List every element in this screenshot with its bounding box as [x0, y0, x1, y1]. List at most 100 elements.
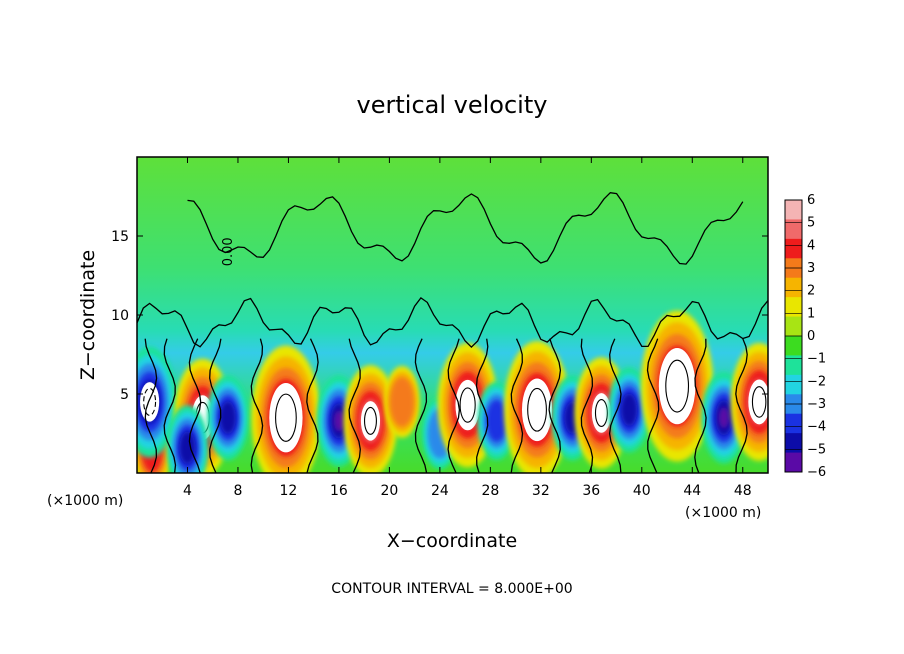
- field-band: [621, 393, 638, 427]
- x-axis-label: X−coordinate: [387, 530, 517, 552]
- zero-contour-line: [144, 338, 158, 473]
- zero-contour-line: [447, 338, 461, 473]
- colorbar-tick-label: 5: [807, 216, 815, 231]
- contour-interval-note: CONTOUR INTERVAL = 8.000E+00: [331, 581, 572, 597]
- y-tick-label: 10: [111, 308, 129, 324]
- x-tick-label: 28: [481, 483, 499, 499]
- field-band: [389, 377, 415, 427]
- colorbar-swatch: [785, 277, 802, 298]
- core-contour: [751, 386, 767, 418]
- zero-contour-line: [580, 338, 594, 473]
- zero-contour-line: [209, 338, 222, 473]
- x-unit-label-left: (×1000 m): [47, 493, 123, 509]
- out-of-range-core: [748, 379, 768, 425]
- downdraft-cell: [137, 346, 177, 458]
- colorbar-swatch: [785, 316, 802, 337]
- colorbar-swatch: [785, 374, 802, 395]
- out-of-range-core: [591, 393, 611, 433]
- colorbar-swatch: [785, 238, 802, 259]
- colorbar-tick-label: −4: [807, 420, 826, 435]
- field-band: [718, 407, 729, 429]
- y-ticks: 5 10 15: [111, 229, 768, 403]
- field-band: [179, 431, 196, 465]
- colorbar-tick-label: −3: [807, 397, 826, 412]
- y-axis-label: Z−coordinate: [77, 250, 99, 380]
- x-tick-label: 48: [734, 483, 752, 499]
- core-contour: [275, 393, 297, 442]
- updraft-cell: [640, 310, 714, 462]
- updraft-cell: [730, 342, 768, 461]
- downdraft-cell: [207, 375, 249, 461]
- colorbar-tick-label: 3: [807, 261, 815, 276]
- x-ticks: 4 8 12 16 20 24 28 32 36 40 44 48: [183, 157, 752, 499]
- out-of-range-core: [269, 383, 303, 453]
- core-contour: [143, 387, 157, 416]
- field-band: [219, 401, 236, 435]
- colorbar-tick-label: 0: [807, 329, 815, 344]
- field-band: [333, 410, 345, 432]
- updraft-cell: [251, 345, 321, 473]
- zero-contour-line: [548, 338, 562, 473]
- field-band: [486, 399, 508, 442]
- x-tick-label: 16: [330, 483, 348, 499]
- colorbar-tick-label: −6: [807, 465, 826, 480]
- y-tick-label: 5: [120, 387, 129, 403]
- x-tick-label: 40: [633, 483, 651, 499]
- zero-contour-line: [414, 338, 428, 473]
- colorbar-tick-label: −2: [807, 374, 826, 389]
- out-of-range-core: [455, 379, 480, 431]
- colorbar-swatch: [785, 355, 802, 376]
- zero-contour-line: [735, 338, 748, 473]
- zero-contour-line: [306, 338, 319, 473]
- contour-value-label: 0.00: [221, 237, 236, 266]
- core-contour: [527, 387, 547, 432]
- velocity-field: [137, 310, 768, 473]
- y-tick-label: 15: [111, 229, 129, 245]
- zero-contour-line: [188, 338, 202, 473]
- upper-zero-contour: [137, 297, 768, 349]
- out-of-range-core: [140, 382, 160, 422]
- x-unit-label-right: (×1000 m): [685, 505, 761, 521]
- chart-title: vertical velocity: [357, 91, 548, 119]
- x-tick-label: 20: [380, 483, 398, 499]
- colorbar-tick-label: −1: [807, 352, 826, 367]
- upper-zero-contour-2: [187, 192, 744, 265]
- colorbar-tick-label: 4: [807, 238, 815, 253]
- x-tick-label: 36: [582, 483, 600, 499]
- zero-contours: 0.00: [137, 192, 768, 473]
- x-tick-label: 12: [280, 483, 298, 499]
- colorbar-tick-label: 2: [807, 284, 815, 299]
- colorbar-tick-label: 1: [807, 306, 815, 321]
- colorbar-swatch: [785, 433, 802, 454]
- zero-contour-line: [510, 338, 524, 473]
- colorbar-swatch: [785, 297, 802, 318]
- x-tick-label: 24: [431, 483, 449, 499]
- colorbar-swatch: [785, 219, 802, 240]
- zero-contour-line: [348, 338, 361, 473]
- colorbar-swatch: [785, 452, 802, 473]
- colorbar-swatch: [785, 200, 802, 220]
- x-tick-label: 44: [683, 483, 701, 499]
- x-tick-label: 8: [233, 483, 242, 499]
- x-tick-label: 32: [532, 483, 550, 499]
- core-contour: [459, 387, 476, 423]
- x-tick-label: 4: [183, 483, 192, 499]
- zero-contour-line: [250, 338, 264, 473]
- core-contour: [594, 398, 608, 427]
- zero-contour-line: [163, 338, 177, 473]
- updraft-cell: [384, 366, 420, 438]
- core-contour: [363, 406, 377, 435]
- colorbar-swatch: [785, 336, 802, 356]
- updraft-cell: [503, 340, 571, 473]
- out-of-range-core: [360, 401, 381, 441]
- zero-contour-line: [694, 338, 707, 473]
- zero-contour-line: [608, 338, 622, 473]
- zero-contour-line: [475, 338, 489, 473]
- downdraft-cell: [166, 405, 209, 473]
- out-of-range-core: [521, 378, 553, 442]
- colorbar-swatch: [785, 413, 802, 434]
- core-contour: [665, 359, 690, 413]
- colorbar-tick-label: 6: [807, 193, 815, 208]
